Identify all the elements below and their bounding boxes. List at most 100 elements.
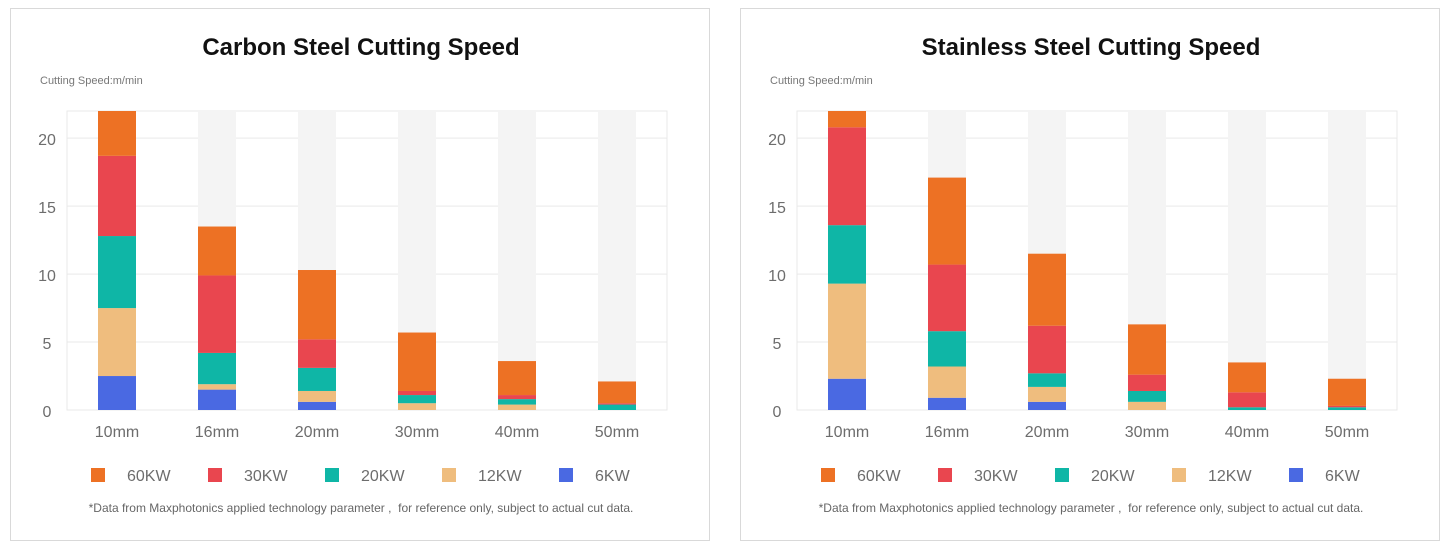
column-background — [498, 111, 536, 410]
bar-segment-30kw — [1328, 405, 1366, 408]
legend-swatch-30kw — [938, 468, 952, 482]
legend-swatch-20kw — [1055, 468, 1069, 482]
x-tick-label: 30mm — [395, 424, 439, 441]
y-tick-label: 0 — [43, 404, 52, 421]
bar-segment-20kw — [1128, 390, 1166, 402]
legend-label-12kw: 12KW — [1208, 468, 1252, 485]
y-tick-label: 20 — [768, 132, 786, 149]
bar-segment-60kw — [828, 111, 866, 128]
y-tick-label: 15 — [768, 200, 786, 217]
bar-segment-60kw — [398, 332, 436, 391]
x-tick-label: 10mm — [825, 424, 869, 441]
bar-segment-30kw — [928, 264, 966, 332]
y-tick-label: 15 — [38, 200, 56, 217]
legend-label-60kw: 60KW — [127, 468, 171, 485]
legend-label-6kw: 6KW — [1325, 468, 1361, 485]
y-tick-label: 10 — [768, 268, 786, 285]
carbon-steel-chart: Carbon Steel Cutting Speed Cutting Speed:… — [38, 34, 668, 515]
column-background — [1328, 111, 1366, 410]
column-background — [598, 111, 636, 410]
bar-segment-30kw — [298, 339, 336, 368]
stainless-steel-chart: Stainless Steel Cutting Speed Cutting Spe… — [768, 34, 1398, 515]
x-tick-label: 40mm — [495, 424, 539, 441]
bar-segment-60kw — [928, 177, 966, 265]
bar-segment-30kw — [498, 395, 536, 400]
bar-segment-20kw — [298, 367, 336, 391]
bar-segment-12kw — [98, 308, 136, 377]
bar-segment-20kw — [498, 399, 536, 405]
legend-swatch-12kw — [1172, 468, 1186, 482]
plot-area — [66, 110, 668, 411]
bar-segment-12kw — [398, 403, 436, 410]
bar-segment-6kw — [928, 397, 966, 410]
y-axis-label: Cutting Speed:m/min — [40, 75, 143, 87]
stainless-steel-chart-panel: Stainless Steel Cutting Speed Cutting Spe… — [740, 8, 1440, 541]
bar-segment-12kw — [298, 390, 336, 402]
legend-label-30kw: 30KW — [974, 468, 1018, 485]
bar-segment-60kw — [1328, 378, 1366, 406]
footnote: *Data from Maxphotonics applied technolo… — [819, 501, 1364, 515]
bar-segment-6kw — [1028, 401, 1066, 410]
plot-area — [796, 110, 1398, 411]
y-axis-label: Cutting Speed:m/min — [770, 75, 873, 87]
bar-segment-60kw — [598, 381, 636, 404]
bar-segment-20kw — [398, 395, 436, 404]
bar-segment-20kw — [598, 404, 636, 410]
legend-swatch-6kw — [559, 468, 573, 482]
footnote: *Data from Maxphotonics applied technolo… — [89, 501, 634, 515]
legend-label-60kw: 60KW — [857, 468, 901, 485]
bar-segment-12kw — [928, 366, 966, 398]
legend-label-20kw: 20KW — [361, 468, 405, 485]
bar-segment-12kw — [198, 384, 236, 390]
x-tick-label: 10mm — [95, 424, 139, 441]
bar-segment-6kw — [98, 376, 136, 410]
bar-segment-6kw — [828, 378, 866, 410]
x-tick-label: 40mm — [1225, 424, 1269, 441]
column-background — [1228, 111, 1266, 410]
legend-swatch-12kw — [442, 468, 456, 482]
bar-segment-12kw — [1028, 386, 1066, 402]
bar-segment-60kw — [298, 270, 336, 340]
bar-segment-20kw — [198, 352, 236, 385]
bar-segment-30kw — [598, 403, 636, 405]
bar-segment-20kw — [1228, 407, 1266, 410]
legend-swatch-20kw — [325, 468, 339, 482]
legend-swatch-30kw — [208, 468, 222, 482]
bar-segment-30kw — [828, 127, 866, 226]
bar-segment-30kw — [98, 155, 136, 237]
bar-segment-20kw — [828, 225, 866, 284]
bar-segment-12kw — [498, 404, 536, 410]
bar-segment-60kw — [1028, 253, 1066, 326]
legend-label-20kw: 20KW — [1091, 468, 1135, 485]
x-tick-label: 20mm — [1025, 424, 1069, 441]
bar-segment-6kw — [298, 401, 336, 410]
x-tick-label: 30mm — [1125, 424, 1169, 441]
bar-segment-30kw — [1028, 325, 1066, 374]
y-tick-label: 5 — [773, 336, 782, 353]
bar-segment-20kw — [928, 331, 966, 367]
legend-swatch-60kw — [91, 468, 105, 482]
bar-segment-60kw — [98, 111, 136, 156]
chart-title: Carbon Steel Cutting Speed — [202, 34, 519, 61]
y-tick-label: 5 — [43, 336, 52, 353]
bar-segment-60kw — [1228, 362, 1266, 393]
x-tick-label: 50mm — [1325, 424, 1369, 441]
bar-segment-6kw — [198, 389, 236, 410]
x-tick-label: 16mm — [925, 424, 969, 441]
legend-label-12kw: 12KW — [478, 468, 522, 485]
bar-segment-30kw — [1128, 374, 1166, 391]
carbon-steel-chart-panel: Carbon Steel Cutting Speed Cutting Speed:… — [10, 8, 710, 541]
x-tick-label: 16mm — [195, 424, 239, 441]
bar-segment-30kw — [1228, 392, 1266, 408]
bar-segment-12kw — [828, 283, 866, 379]
legend-label-30kw: 30KW — [244, 468, 288, 485]
y-tick-label: 0 — [773, 404, 782, 421]
bar-segment-20kw — [1328, 407, 1366, 410]
legend-label-6kw: 6KW — [595, 468, 631, 485]
chart-title: Stainless Steel Cutting Speed — [922, 34, 1261, 61]
bar-segment-60kw — [198, 226, 236, 276]
bar-segment-30kw — [198, 275, 236, 353]
bar-segment-60kw — [1128, 324, 1166, 375]
bar-segment-20kw — [1028, 373, 1066, 387]
y-tick-label: 10 — [38, 268, 56, 285]
